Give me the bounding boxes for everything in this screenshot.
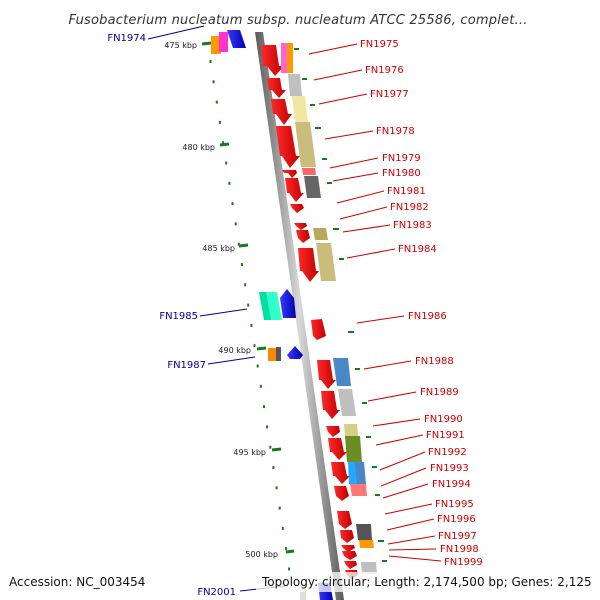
gene-feature-boxes <box>281 43 377 574</box>
forward-genes[interactable] <box>261 45 358 579</box>
tick-dot <box>263 405 265 409</box>
gene-label-fn1980[interactable]: FN1980 <box>382 168 421 179</box>
tick-dot <box>266 425 269 429</box>
tick-label-475: 475 kbp <box>164 41 197 50</box>
tick-dot <box>234 222 237 226</box>
tick-dot <box>269 445 272 449</box>
gene-labels-right: FN1975 FN1976 FN1977 FN1978 FN1979 FN198… <box>360 39 483 568</box>
gene-label-fn1993[interactable]: FN1993 <box>430 463 469 474</box>
gene-block-fn1985[interactable] <box>259 289 296 320</box>
tick-dot <box>285 547 287 551</box>
tick-dot <box>225 161 228 165</box>
tick-label-485: 485 kbp <box>202 244 235 253</box>
gene-label-fn1985[interactable]: FN1985 <box>159 311 198 322</box>
tick-dot <box>231 202 234 206</box>
gene-label-fn1977[interactable]: FN1977 <box>370 89 409 100</box>
tick-dot <box>222 141 225 145</box>
tick-label-490: 490 kbp <box>218 346 251 355</box>
tick-dot <box>247 303 250 307</box>
tick-dot <box>288 567 291 571</box>
gene-label-fn1992[interactable]: FN1992 <box>428 447 467 458</box>
gene-label-fn1987[interactable]: FN1987 <box>167 360 206 371</box>
tick-dot <box>218 120 221 124</box>
gene-block-fn1987[interactable] <box>268 346 303 361</box>
gene-label-fn1976[interactable]: FN1976 <box>365 65 404 76</box>
tick-dot <box>272 466 275 469</box>
tick-dot <box>281 526 284 530</box>
tick-label-500: 500 kbp <box>245 550 278 559</box>
gene-label-fn1981[interactable]: FN1981 <box>387 186 426 197</box>
tick-dot <box>275 486 278 490</box>
gene-label-fn1998[interactable]: FN1998 <box>440 544 479 555</box>
gene-labels-left: FN1974 FN1985 FN1987 FN2001 <box>107 33 236 598</box>
gene-label-fn1979[interactable]: FN1979 <box>382 153 421 164</box>
gene-label-fn1989[interactable]: FN1989 <box>420 387 459 398</box>
tick-label-495: 495 kbp <box>233 448 266 457</box>
tick-dot <box>278 506 281 510</box>
gene-label-fn1984[interactable]: FN1984 <box>398 244 437 255</box>
tick-dot <box>244 283 247 287</box>
tick-dot <box>215 100 218 104</box>
gene-label-fn1978[interactable]: FN1978 <box>376 126 415 137</box>
tick-label-480: 480 kbp <box>182 143 215 152</box>
accession-text: Accession: NC_003454 <box>9 575 145 589</box>
gene-label-fn1997[interactable]: FN1997 <box>438 531 477 542</box>
map-title: Fusobacterium nucleatum subsp. nucleatum… <box>68 13 527 28</box>
gene-label-fn1982[interactable]: FN1982 <box>390 202 429 213</box>
gene-label-fn2001[interactable]: FN2001 <box>197 587 236 598</box>
gene-label-fn1986[interactable]: FN1986 <box>408 311 447 322</box>
gene-label-fn1983[interactable]: FN1983 <box>393 220 432 231</box>
genome-backbone <box>255 32 344 600</box>
gene-label-fn1994[interactable]: FN1994 <box>432 479 471 490</box>
tick-track <box>209 60 291 571</box>
tick-dot <box>250 323 253 327</box>
right-tick-track <box>294 48 387 562</box>
gene-label-fn1990[interactable]: FN1990 <box>424 414 463 425</box>
tick-dot <box>237 242 240 246</box>
tick-dot <box>253 344 256 348</box>
topology-text: Topology: circular; Length: 2,174,500 bp… <box>261 575 592 589</box>
tick-dot <box>259 384 262 388</box>
gene-label-fn1988[interactable]: FN1988 <box>415 356 454 367</box>
gene-label-fn1975[interactable]: FN1975 <box>360 39 399 50</box>
tick-dot <box>228 181 231 185</box>
gene-label-fn1999[interactable]: FN1999 <box>444 557 483 568</box>
label-leaders-right <box>308 43 442 562</box>
gene-block-fn1974[interactable] <box>211 30 246 54</box>
tick-dot <box>256 364 259 368</box>
gene-label-fn1974[interactable]: FN1974 <box>107 33 146 44</box>
gene-label-fn1995[interactable]: FN1995 <box>435 499 474 510</box>
scale-ticks: 475 kbp 480 kbp 485 kbp 490 kbp 495 kbp … <box>164 41 295 559</box>
tick-dot <box>209 60 212 63</box>
gene-label-fn1996[interactable]: FN1996 <box>437 514 476 525</box>
gene-label-fn1991[interactable]: FN1991 <box>426 430 465 441</box>
tick-dot <box>212 80 215 84</box>
tick-dot <box>240 263 243 266</box>
